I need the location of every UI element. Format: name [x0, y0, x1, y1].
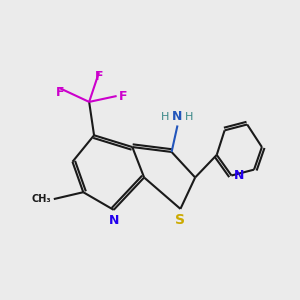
Text: N: N	[233, 169, 244, 182]
Text: F: F	[118, 89, 127, 103]
Text: N: N	[109, 214, 119, 227]
Text: S: S	[176, 213, 185, 227]
Text: F: F	[56, 86, 64, 99]
Text: F: F	[95, 70, 103, 83]
Text: N: N	[172, 110, 183, 122]
Text: H: H	[185, 112, 194, 122]
Text: CH₃: CH₃	[31, 194, 51, 204]
Text: H: H	[161, 112, 169, 122]
